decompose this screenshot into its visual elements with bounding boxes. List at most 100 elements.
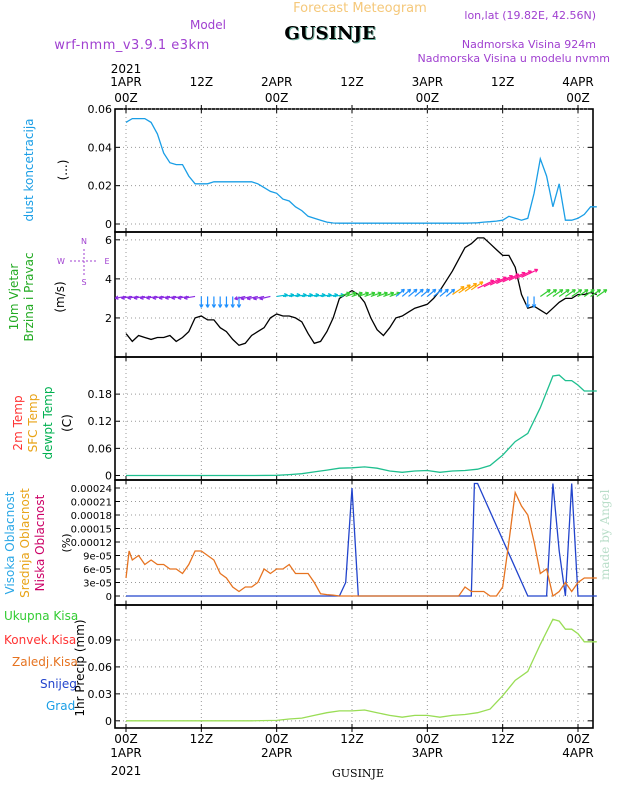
wind-arrow xyxy=(433,288,443,297)
wind-arrow xyxy=(320,294,332,298)
cloud-axis-label: Visoka Oblacnost xyxy=(3,491,17,594)
wind-arrow xyxy=(496,275,513,285)
wind-arrow-head xyxy=(546,289,551,294)
wind-arrow xyxy=(558,289,570,297)
wind-arrow xyxy=(514,270,532,280)
wind-arrow xyxy=(370,292,382,298)
wind-arrow-head xyxy=(252,296,257,301)
wind-arrow xyxy=(383,292,394,298)
y-tick-label: 0 xyxy=(105,715,112,728)
wind-arrow xyxy=(458,284,471,294)
bottom-hour-label: 00Z xyxy=(265,732,289,746)
year-top: 2021 xyxy=(111,62,142,76)
precipitation-legend-label: Snijeg xyxy=(40,677,77,691)
wind-arrow-head xyxy=(240,296,245,301)
series-line xyxy=(125,237,597,347)
wind-arrow xyxy=(389,292,401,298)
y-tick-label: 0.04 xyxy=(88,141,113,154)
precipitation-legend-label: Zaledj.Kisa xyxy=(12,655,78,669)
series-line xyxy=(125,490,597,598)
top-hour-label: 00Z xyxy=(566,91,590,105)
wind-arrow-head xyxy=(224,304,229,308)
top-date-label: 4APR xyxy=(562,75,593,89)
wind-arrow xyxy=(452,286,465,295)
temperature-panel: 0 0.06 0.12 0.18 2m Temp SFC Temp dewpt Temp (C… xyxy=(11,356,597,482)
year-bottom: 2021 xyxy=(111,764,142,778)
compass-west: W xyxy=(57,257,65,266)
series-line xyxy=(125,117,597,224)
precipitation-unit-label: 1hr Precip (mm) xyxy=(73,619,87,716)
y-tick-label: 0.12 xyxy=(88,415,113,428)
wind-unit-label: (m/s) xyxy=(53,281,67,312)
compass-north: N xyxy=(81,237,87,246)
top-date-label: 12Z xyxy=(340,75,364,89)
wind-arrow-head xyxy=(525,304,530,308)
wind-arrow xyxy=(571,289,582,297)
wind-arrow-head xyxy=(133,295,138,300)
wind-arrow-head xyxy=(473,282,478,287)
wind-arrow xyxy=(508,272,526,281)
top-date-label: 1APR xyxy=(110,75,141,89)
wind-arrow xyxy=(445,288,455,297)
wind-panel: 2 4 6 10m Vjetar Brzina i Pravac (m/s) N S W E xyxy=(7,231,608,358)
wind-arrow-head xyxy=(400,288,405,293)
bottom-date-label: 1APR xyxy=(110,746,141,760)
y-tick-label: 0.09 xyxy=(88,634,113,647)
temperature-axis-label: 2m Temp xyxy=(11,395,25,450)
wind-arrow xyxy=(577,289,589,297)
y-tick-label: 0 xyxy=(105,469,112,482)
wind-arrow-head xyxy=(217,304,223,308)
wind-arrow xyxy=(401,288,412,297)
wind-arrow-head xyxy=(419,288,424,293)
wind-arrow-head xyxy=(590,289,595,294)
wind-arrow xyxy=(408,288,418,297)
cloud-axis-label: Niska Oblacnost xyxy=(33,494,47,591)
wind-arrow-head xyxy=(146,295,151,300)
y-tick-label: 0.00024 xyxy=(71,484,112,495)
wind-arrow xyxy=(483,278,501,288)
wind-arrow xyxy=(489,276,507,286)
wind-arrow xyxy=(314,294,326,298)
wind-axis-label: Brzina i Pravac xyxy=(22,252,36,341)
wind-arrow-head xyxy=(246,296,251,301)
panel-frame xyxy=(114,604,594,729)
wind-arrow xyxy=(439,288,449,297)
wind-arrow xyxy=(259,295,271,300)
wind-arrow xyxy=(546,289,557,297)
wind-arrow-head xyxy=(127,295,132,300)
wind-arrow xyxy=(502,273,520,283)
y-tick-label: 0.00015 xyxy=(71,525,112,536)
bottom-hour-label: 12Z xyxy=(340,732,364,746)
wind-arrow xyxy=(301,294,313,298)
y-tick-label: 0.00012 xyxy=(71,538,112,549)
wind-arrow xyxy=(276,294,288,298)
wind-arrow-head xyxy=(158,295,163,300)
wind-arrow xyxy=(596,289,608,297)
temperature-axis-label: SFC Temp xyxy=(26,394,40,453)
series-line xyxy=(126,482,597,597)
y-tick-label: 3e-05 xyxy=(83,579,112,590)
lonlat-text: lon,lat (19.82E, 42.56N) xyxy=(464,9,596,22)
wind-arrow-head xyxy=(114,295,119,300)
wind-arrow xyxy=(414,288,424,297)
wind-arrow-head xyxy=(121,295,125,300)
wind-arrow xyxy=(307,294,320,298)
wind-arrow-head xyxy=(346,291,351,296)
wind-arrow xyxy=(326,294,338,298)
compass-east: E xyxy=(104,257,109,266)
wind-arrow-head xyxy=(183,295,188,300)
cloud-unit-label: (%) xyxy=(60,533,73,552)
compass-south: S xyxy=(81,278,86,287)
wind-arrow-head xyxy=(531,304,537,308)
wind-arrow-head xyxy=(199,304,204,308)
wind-arrow-head xyxy=(444,288,449,293)
altitude-text: Nadmorska Visina 924m xyxy=(462,38,596,51)
wind-axis-label: 10m Vjetar xyxy=(7,264,21,331)
cloud-axis-label: Srednja Oblacnost xyxy=(18,488,32,598)
wind-arrow-head xyxy=(565,289,570,294)
wind-arrow xyxy=(590,289,601,297)
wind-arrow-head xyxy=(596,289,601,294)
top-date-label: 2APR xyxy=(261,75,292,89)
bottom-date-label: 4APR xyxy=(562,746,593,760)
